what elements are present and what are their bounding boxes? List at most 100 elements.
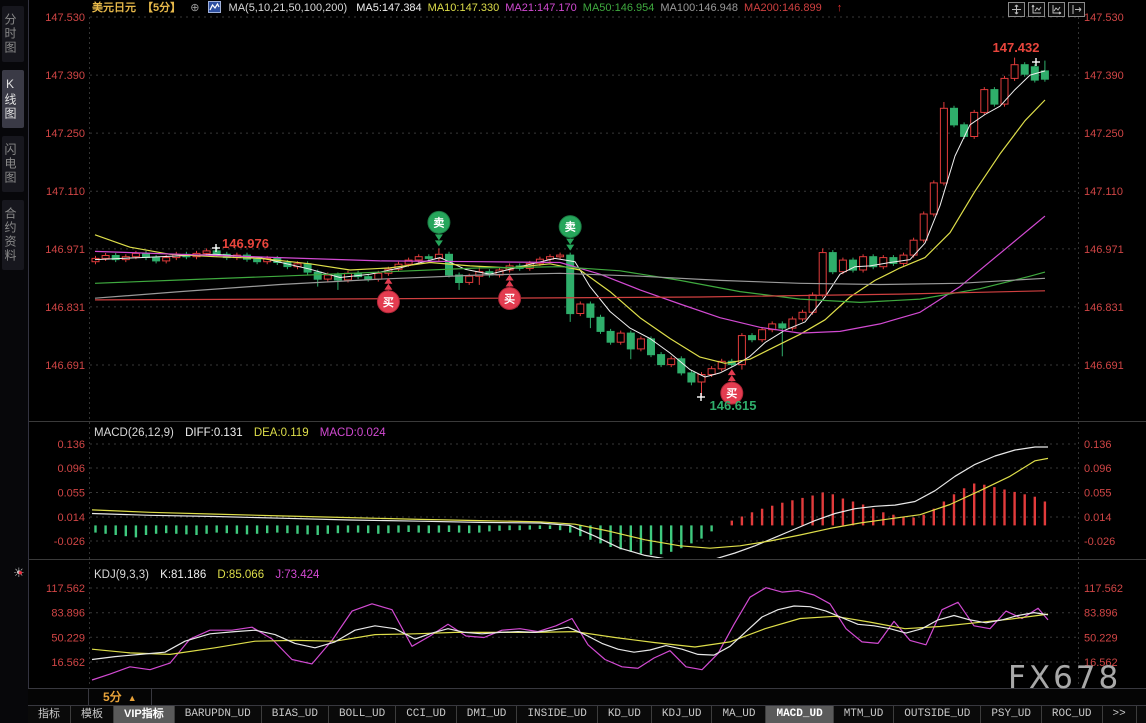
kdj-d-readout: D:85.066 — [217, 569, 265, 581]
chart-header: 美元日元 【5分】 ⊕ MA(5,10,21,50,100,200) MA5:14… — [92, 1, 848, 16]
ma-lines-layer — [94, 70, 1046, 378]
sun-icon: ☀ — [13, 565, 25, 580]
svg-text:0.096: 0.096 — [1084, 463, 1112, 475]
ma-readouts: MA5:147.384 MA10:147.330 MA21:147.170 MA50:… — [356, 2, 827, 14]
ma-value-3: MA50:146.954 — [582, 2, 655, 14]
sidebar-item-0[interactable]: 分时图 — [2, 6, 24, 62]
ma-value-0: MA5:147.384 — [356, 2, 422, 14]
sidebar-item-1[interactable]: K线图 — [2, 70, 24, 128]
svg-text:-0.026: -0.026 — [1084, 536, 1115, 548]
tab-outside-ud[interactable]: OUTSIDE_UD — [894, 706, 982, 723]
tab-kdj-ud[interactable]: KDJ_UD — [652, 706, 713, 723]
y-axis-scale-icon[interactable] — [1028, 2, 1045, 17]
tab-指标[interactable]: 指标 — [28, 706, 71, 723]
ma-value-1: MA10:147.330 — [427, 2, 500, 14]
kdj-title: KDJ(9,3,3) — [94, 569, 149, 581]
pan-icon[interactable] — [1008, 2, 1025, 17]
svg-text:83.896: 83.896 — [1084, 608, 1118, 620]
svg-text:147.432: 147.432 — [993, 40, 1040, 55]
tab-barupdn-ud[interactable]: BARUPDN_UD — [175, 706, 262, 723]
svg-text:147.250: 147.250 — [1084, 128, 1124, 140]
svg-text:146.615: 146.615 — [710, 398, 757, 413]
svg-text:146.691: 146.691 — [45, 360, 85, 372]
tab-vip指标[interactable]: VIP指标 — [114, 706, 175, 723]
timeframe-row: 5分 ▲ — [28, 688, 1146, 705]
svg-text:146.971: 146.971 — [45, 244, 85, 256]
tab-bias-ud[interactable]: BIAS_UD — [262, 706, 329, 723]
macd-histogram — [94, 483, 1047, 555]
tab-inside-ud[interactable]: INSIDE_UD — [517, 706, 598, 723]
timeframe-selector[interactable]: 5分 ▲ — [88, 689, 152, 705]
sidebar-item-3[interactable]: 合约资料 — [2, 200, 24, 270]
trade-signals-layer: 买 卖买 卖买 — [376, 210, 744, 405]
svg-text:卖: 卖 — [565, 220, 576, 234]
macd-pane-header: MACD(26,12,9) DIFF:0.131 DEA:0.119 MACD:… — [94, 426, 394, 440]
svg-text:16.562: 16.562 — [51, 657, 85, 669]
chart-toolbar — [1008, 2, 1085, 17]
macd-lines — [91, 446, 1049, 558]
svg-text:50.229: 50.229 — [51, 632, 85, 644]
svg-text:146.831: 146.831 — [45, 302, 85, 314]
svg-text:146.971: 146.971 — [1084, 244, 1124, 256]
watermark: FX678 — [1008, 660, 1122, 696]
tab-psy-ud[interactable]: PSY_UD — [981, 706, 1042, 723]
svg-text:147.390: 147.390 — [1084, 70, 1124, 82]
svg-text:147.250: 147.250 — [45, 128, 85, 140]
chart-type-sidebar: 分时图 K线图闪电图合约资料 — [0, 0, 29, 723]
svg-text:146.976: 146.976 — [222, 236, 269, 251]
svg-text:0.055: 0.055 — [57, 488, 85, 500]
svg-text:买: 买 — [383, 296, 394, 309]
period-label: 【5分】 — [142, 2, 182, 14]
tab-模板[interactable]: 模板 — [71, 706, 114, 723]
tab-macd-ud[interactable]: MACD_UD — [766, 706, 834, 723]
indicator-chart-icon — [208, 1, 222, 14]
svg-text:0.014: 0.014 — [57, 512, 85, 524]
collapse-icon[interactable]: ⊕ — [190, 2, 200, 14]
kdj-j-readout: J:73.424 — [275, 569, 320, 581]
svg-text:买: 买 — [726, 387, 737, 400]
kdj-k-readout: K:81.186 — [160, 569, 207, 581]
svg-text:-0.026: -0.026 — [54, 536, 85, 548]
svg-text:146.691: 146.691 — [1084, 360, 1124, 372]
svg-text:147.110: 147.110 — [46, 186, 85, 198]
pane-settings-icon[interactable]: ☀ ● — [13, 565, 29, 581]
tab-roc-ud[interactable]: ROC_UD — [1042, 706, 1103, 723]
macd-diff-readout: DIFF:0.131 — [185, 427, 243, 439]
tab-mtm-ud[interactable]: MTM_UD — [834, 706, 895, 723]
tab-boll-ud[interactable]: BOLL_UD — [329, 706, 397, 723]
trend-up-icon: ↑ — [836, 2, 843, 14]
svg-text:16.562: 16.562 — [1084, 657, 1118, 669]
svg-text:147.530: 147.530 — [1084, 12, 1124, 24]
svg-text:147.110: 147.110 — [1084, 186, 1123, 198]
svg-text:83.896: 83.896 — [51, 608, 85, 620]
tab-cci-ud[interactable]: CCI_UD — [396, 706, 457, 723]
ma-value-2: MA21:147.170 — [505, 2, 577, 14]
svg-text:50.229: 50.229 — [1084, 632, 1118, 644]
timeframe-arrow-icon: ▲ — [127, 693, 137, 703]
tab-ma-ud[interactable]: MA_UD — [712, 706, 767, 723]
sun-dot-icon: ● — [18, 568, 23, 577]
indicator-tab-bar: 指标 模板 VIP指标 BARUPDN_UD BIAS_UD BOLL_UD CCI_UD D… — [28, 705, 1146, 723]
x-axis-scale-icon[interactable] — [1048, 2, 1065, 17]
svg-text:117.562: 117.562 — [46, 583, 85, 595]
symbol-title: 美元日元 — [92, 2, 136, 14]
macd-macd-readout: MACD:0.024 — [319, 427, 386, 439]
svg-text:卖: 卖 — [433, 215, 444, 229]
tab-dmi-ud[interactable]: DMI_UD — [457, 706, 518, 723]
svg-text:117.562: 117.562 — [1084, 583, 1123, 595]
sidebar-item-2[interactable]: 闪电图 — [2, 136, 24, 192]
svg-text:147.530: 147.530 — [45, 12, 85, 24]
kdj-pane-header: KDJ(9,3,3) K:81.186 D:85.066 J:73.424 — [94, 568, 327, 582]
svg-text:0.055: 0.055 — [1084, 488, 1112, 500]
shift-right-icon[interactable] — [1068, 2, 1085, 17]
svg-text:0.136: 0.136 — [1084, 439, 1112, 451]
tab--[interactable]: >> — [1103, 706, 1137, 723]
svg-text:0.014: 0.014 — [1084, 512, 1112, 524]
macd-title: MACD(26,12,9) — [94, 427, 174, 439]
svg-text:0.096: 0.096 — [57, 463, 85, 475]
tab-kd-ud[interactable]: KD_UD — [598, 706, 652, 723]
svg-text:146.831: 146.831 — [1084, 302, 1124, 314]
svg-text:买: 买 — [504, 293, 515, 306]
kdj-lines — [91, 587, 1049, 681]
